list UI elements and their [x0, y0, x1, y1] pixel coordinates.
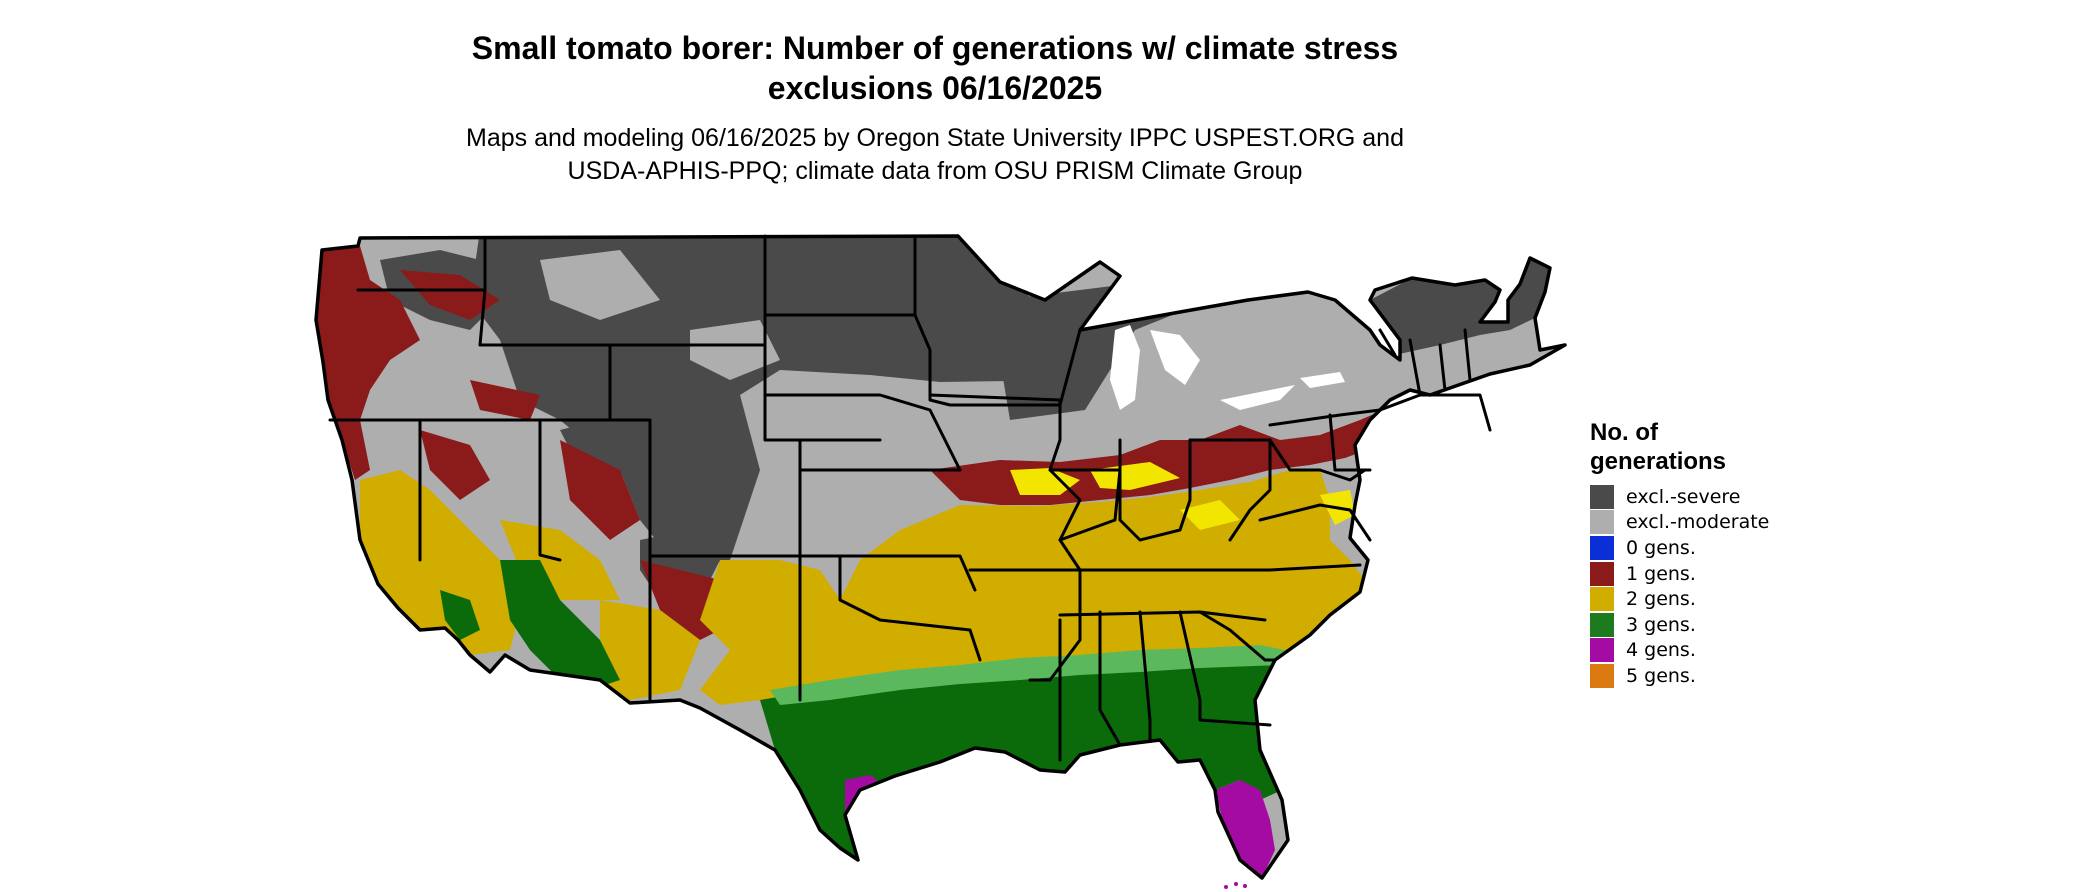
- map-title: Small tomato borer: Number of generation…: [330, 28, 1540, 108]
- legend-item-1-gens: 1 gens.: [1590, 561, 1830, 587]
- legend-item-excl-moderate: excl.-moderate: [1590, 510, 1830, 536]
- map-subtitle-line1: Maps and modeling 06/16/2025 by Oregon S…: [466, 124, 1404, 152]
- legend-swatch: [1590, 612, 1614, 637]
- us-generations-map: [314, 234, 1567, 889]
- map-legend: No. of generations excl.-severe excl.-mo…: [1590, 418, 1830, 689]
- legend-title-line1: No. of: [1590, 419, 1658, 446]
- legend-swatch: [1590, 638, 1614, 663]
- map-subtitle: Maps and modeling 06/16/2025 by Oregon S…: [330, 122, 1540, 188]
- legend-label: 3 gens.: [1626, 613, 1696, 636]
- legend-item-5-gens: 5 gens.: [1590, 663, 1830, 689]
- legend-item-2-gens: 2 gens.: [1590, 586, 1830, 612]
- legend-item-3-gens: 3 gens.: [1590, 612, 1830, 638]
- legend-label: excl.-moderate: [1626, 511, 1770, 534]
- legend-title-line2: generations: [1590, 448, 1727, 475]
- legend-label: 4 gens.: [1626, 639, 1696, 662]
- map-title-line2: exclusions 06/16/2025: [767, 70, 1103, 106]
- legend-label: excl.-severe: [1626, 485, 1741, 508]
- legend-label: 1 gens.: [1626, 562, 1696, 585]
- map-title-line1: Small tomato borer: Number of generation…: [471, 30, 1399, 66]
- legend-swatch: [1590, 510, 1614, 535]
- legend-title: No. of generations: [1590, 418, 1830, 476]
- map-subtitle-line2: USDA-APHIS-PPQ; climate data from OSU PR…: [567, 157, 1303, 185]
- legend-swatch: [1590, 663, 1614, 688]
- legend-swatch: [1590, 484, 1614, 509]
- legend-swatch: [1590, 561, 1614, 586]
- legend-item-4-gens: 4 gens.: [1590, 638, 1830, 664]
- legend-label: 0 gens.: [1626, 536, 1696, 559]
- legend-label: 5 gens.: [1626, 664, 1696, 687]
- legend-label: 2 gens.: [1626, 588, 1696, 611]
- legend-swatch: [1590, 587, 1614, 612]
- legend-item-excl-severe: excl.-severe: [1590, 484, 1830, 510]
- legend-item-0-gens: 0 gens.: [1590, 535, 1830, 561]
- legend-swatch: [1590, 535, 1614, 560]
